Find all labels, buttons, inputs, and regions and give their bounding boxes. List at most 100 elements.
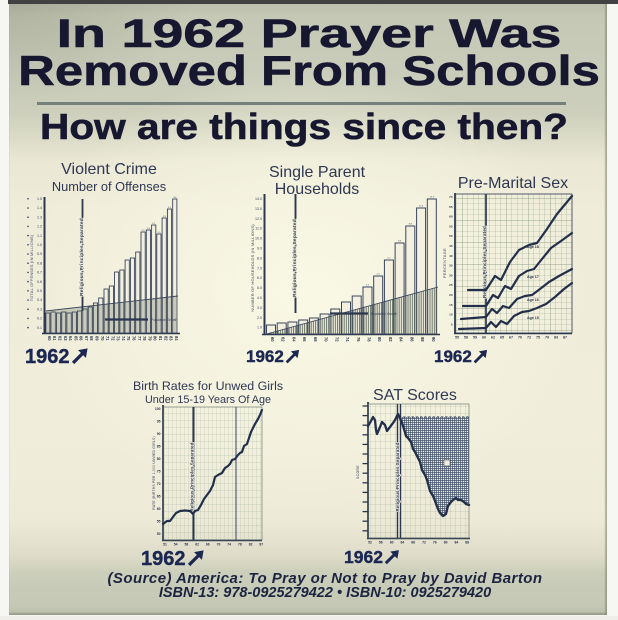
svg-text:82: 82 — [249, 543, 253, 547]
svg-text:83: 83 — [169, 336, 174, 341]
svg-text:1.4: 1.4 — [37, 206, 42, 210]
svg-text:74: 74 — [345, 337, 350, 342]
svg-text:3.4: 3.4 — [173, 197, 177, 199]
svg-text:50: 50 — [157, 532, 161, 536]
svg-text:64: 64 — [291, 337, 296, 342]
svg-text:70: 70 — [324, 337, 329, 342]
svg-text:60: 60 — [270, 337, 275, 342]
svg-text:65: 65 — [500, 336, 504, 340]
svg-text:79: 79 — [147, 336, 152, 341]
svg-text:Religious Principles Separated: Religious Principles Separated — [482, 226, 487, 298]
svg-text:11.5: 11.5 — [419, 206, 424, 208]
svg-text:4.0: 4.0 — [257, 296, 262, 300]
svg-text:76: 76 — [433, 541, 437, 545]
svg-text:62: 62 — [491, 336, 495, 340]
svg-text:4.3: 4.3 — [366, 285, 370, 287]
svg-text:72: 72 — [527, 336, 531, 340]
svg-text:5.0: 5.0 — [257, 286, 262, 290]
svg-text:68: 68 — [89, 336, 94, 341]
svg-text:3.1: 3.1 — [168, 207, 172, 209]
svg-text:0.2: 0.2 — [37, 317, 42, 321]
svg-text:82: 82 — [388, 337, 393, 342]
svg-text:60: 60 — [157, 507, 161, 511]
svg-text:75: 75 — [157, 470, 161, 474]
svg-text:83: 83 — [554, 336, 558, 340]
svg-text:1.0: 1.0 — [37, 243, 42, 247]
svg-text:PERCENTAGE: PERCENTAGE — [442, 248, 447, 278]
svg-text:Age 16: Age 16 — [527, 298, 539, 302]
svg-text:50: 50 — [449, 234, 453, 238]
svg-text:12.3: 12.3 — [430, 197, 435, 199]
svg-text:88: 88 — [465, 541, 469, 545]
svg-text:80: 80 — [153, 336, 158, 341]
svg-text:20: 20 — [449, 293, 453, 297]
svg-text:0.6: 0.6 — [37, 280, 42, 284]
svg-text:60: 60 — [482, 336, 486, 340]
svg-text:56: 56 — [379, 541, 383, 545]
svg-text:70: 70 — [100, 336, 105, 341]
svg-text:70: 70 — [157, 482, 161, 486]
svg-text:74: 74 — [227, 543, 231, 547]
svg-text:1.1: 1.1 — [37, 234, 42, 238]
svg-text:79: 79 — [545, 336, 549, 340]
svg-text:59: 59 — [473, 336, 477, 340]
svg-text:30: 30 — [449, 273, 453, 277]
svg-text:58: 58 — [464, 336, 468, 340]
svg-text:2.6: 2.6 — [147, 228, 151, 230]
svg-text:95: 95 — [157, 420, 161, 424]
svg-text:80: 80 — [377, 337, 382, 342]
svg-text:81: 81 — [158, 336, 163, 341]
svg-text:78: 78 — [367, 337, 372, 342]
svg-text:75: 75 — [536, 336, 540, 340]
svg-text:1.5: 1.5 — [37, 197, 42, 201]
svg-text:82: 82 — [163, 336, 168, 341]
svg-text:87: 87 — [259, 543, 263, 547]
svg-text:NUMBER OF HOUSEHOLDS (IN MILLI: NUMBER OF HOUSEHOLDS (IN MILLIONS) — [250, 224, 255, 312]
svg-text:13.0: 13.0 — [255, 207, 262, 211]
svg-text:35: 35 — [449, 264, 453, 268]
svg-text:78: 78 — [238, 543, 242, 547]
svg-text:60: 60 — [449, 215, 453, 219]
svg-text:8.3: 8.3 — [398, 241, 402, 243]
svg-text:15: 15 — [449, 303, 453, 307]
svg-text:70: 70 — [518, 336, 522, 340]
svg-text:Religious Principles Separated: Religious Principles Separated — [292, 219, 298, 297]
svg-text:58: 58 — [185, 543, 189, 547]
svg-text:SCORE: SCORE — [356, 465, 360, 479]
svg-text:Religious Principles Separated: Religious Principles Separated — [395, 442, 400, 511]
svg-text:60: 60 — [390, 541, 394, 545]
svg-text:RATE (BIRTHS PER 1,000 UNWED G: RATE (BIRTHS PER 1,000 UNWED GIRLS) — [152, 436, 156, 510]
svg-text:72: 72 — [110, 336, 115, 341]
svg-text:84: 84 — [455, 541, 459, 545]
svg-text:84: 84 — [174, 336, 179, 341]
svg-text:5: 5 — [451, 322, 453, 326]
svg-text:1.0: 1.0 — [257, 326, 262, 330]
svg-text:100: 100 — [155, 407, 161, 411]
svg-text:86: 86 — [409, 337, 414, 342]
svg-text:9.8: 9.8 — [409, 224, 413, 226]
svg-text:8.0: 8.0 — [257, 256, 262, 260]
svg-text:67: 67 — [84, 336, 89, 341]
svg-text:60: 60 — [47, 336, 52, 341]
svg-text:25: 25 — [449, 283, 453, 287]
svg-text:88: 88 — [420, 337, 425, 342]
svg-text:61: 61 — [52, 336, 57, 341]
svg-text:12.0: 12.0 — [255, 217, 262, 221]
svg-text:6.0: 6.0 — [257, 276, 262, 280]
svg-text:3.0: 3.0 — [257, 306, 262, 310]
svg-text:62: 62 — [195, 543, 199, 547]
svg-text:10.0: 10.0 — [255, 237, 262, 241]
svg-text:0.7: 0.7 — [37, 271, 42, 275]
svg-text:70: 70 — [449, 195, 453, 199]
svg-text:55: 55 — [455, 336, 459, 340]
svg-text:71: 71 — [105, 336, 110, 341]
svg-text:90: 90 — [431, 337, 436, 342]
svg-text:65: 65 — [73, 336, 78, 341]
svg-text:7.0: 7.0 — [257, 266, 262, 270]
svg-text:Religious Principles Separated: Religious Principles Separated — [190, 442, 195, 511]
svg-text:76: 76 — [356, 337, 361, 342]
svg-text:66: 66 — [79, 336, 84, 341]
svg-text:2.5: 2.5 — [142, 230, 146, 232]
svg-text:74: 74 — [121, 336, 126, 341]
svg-text:54: 54 — [174, 543, 178, 547]
